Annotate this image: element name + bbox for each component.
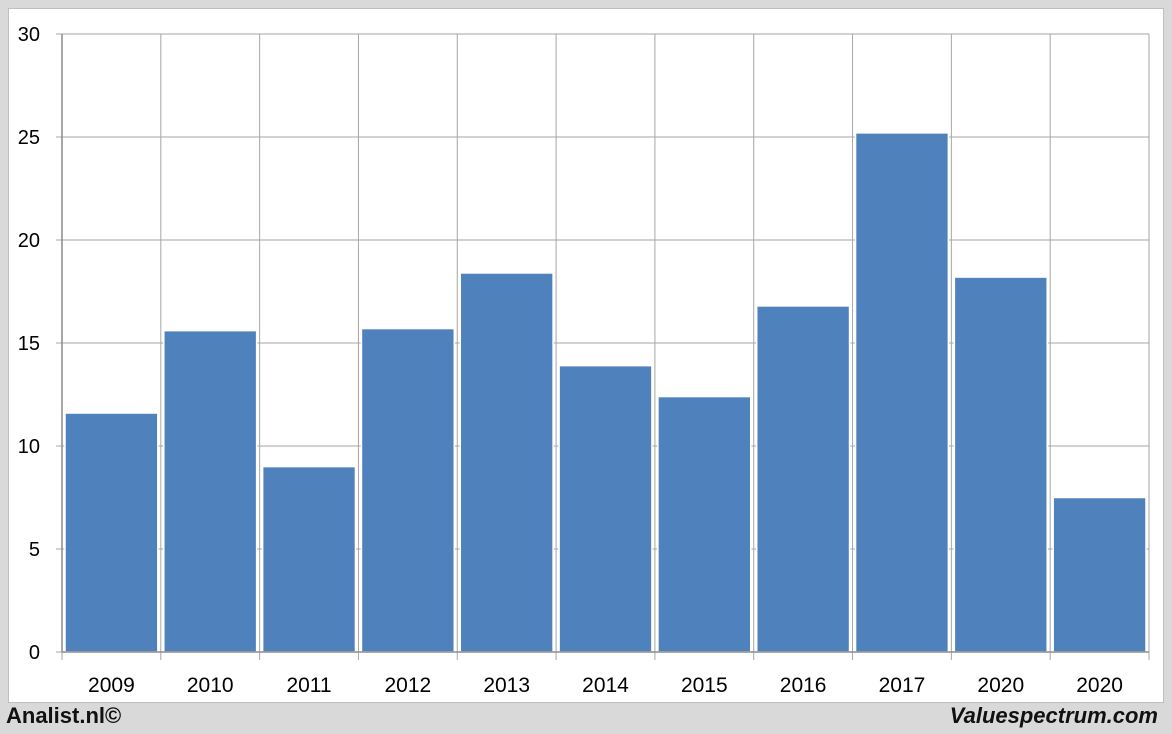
footer-brand-left: Analist.nl©	[6, 703, 122, 728]
y-tick-label: 25	[18, 127, 40, 149]
x-tick-label: 2011	[286, 674, 331, 697]
y-tick-label: 30	[18, 24, 40, 46]
footer-brand-right: Valuespectrum.com	[949, 703, 1158, 728]
x-tick-label: 2009	[88, 674, 135, 697]
x-tick-label: 2014	[582, 674, 629, 697]
bar	[854, 132, 950, 653]
y-tick-label: 10	[18, 436, 40, 458]
bar	[558, 364, 653, 653]
y-tick-label: 15	[18, 333, 40, 355]
bar	[459, 272, 554, 653]
x-tick-label: 2010	[187, 674, 234, 697]
y-tick-label: 0	[29, 642, 40, 664]
bar	[360, 327, 456, 653]
y-tick-label: 5	[29, 539, 40, 561]
y-tick-label: 20	[18, 230, 40, 252]
x-tick-label: 2020	[1076, 674, 1123, 697]
bar	[755, 305, 851, 653]
bar	[657, 395, 752, 653]
bar-chart: 0 5 10 15 20 25 30 2009 2010 2011 2012 2013 2014 2015…	[18, 24, 1150, 697]
bar	[953, 276, 1048, 653]
x-tick-label: 2013	[483, 674, 530, 697]
bar	[1052, 496, 1147, 653]
bar	[261, 465, 357, 653]
x-tick-label: 2017	[879, 674, 926, 697]
x-tick-label: 2016	[780, 674, 827, 697]
x-tick-label: 2015	[681, 674, 728, 697]
x-tick-label: 2012	[385, 674, 432, 697]
x-tick-label: 2020	[977, 674, 1024, 697]
bar	[64, 412, 159, 653]
bar	[163, 329, 258, 653]
